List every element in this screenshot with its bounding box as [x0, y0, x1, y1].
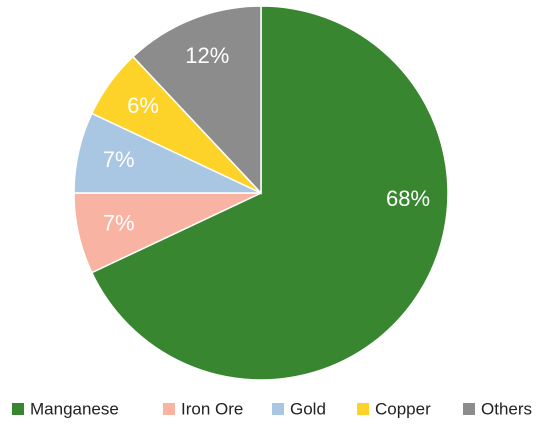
- legend-swatch: [272, 403, 284, 415]
- pie-slice: [90, 5, 449, 381]
- legend-label: Copper: [375, 399, 431, 418]
- legend-swatch: [163, 403, 175, 415]
- legend-swatch: [463, 403, 475, 415]
- value-label: 68%: [386, 186, 430, 211]
- legend-label: Manganese: [30, 399, 119, 418]
- legend-swatch: [12, 403, 24, 415]
- legend-label: Others: [481, 399, 532, 418]
- value-label: 12%: [185, 43, 229, 68]
- pie-slice: [131, 5, 262, 195]
- value-label: 7%: [103, 147, 135, 172]
- value-label: 7%: [103, 211, 135, 236]
- legend-label: Iron Ore: [181, 399, 243, 418]
- legend-label: Gold: [290, 399, 326, 418]
- value-label: 6%: [127, 93, 159, 118]
- legend-swatch: [357, 403, 369, 415]
